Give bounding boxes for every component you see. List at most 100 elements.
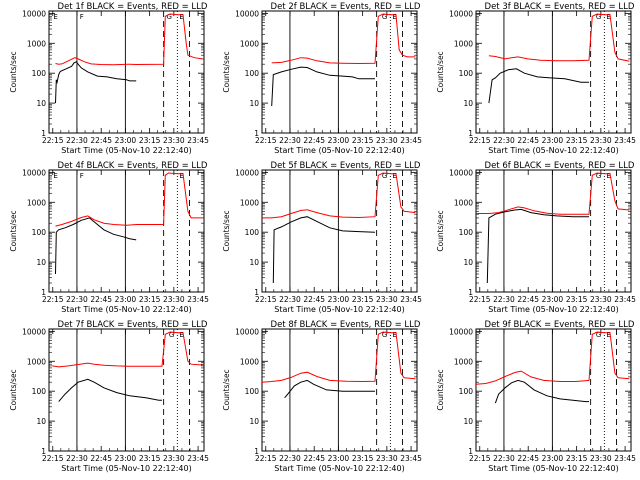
detector-panel-8: 1 10 100 1000 10000 22:15 22:30 22:45 23:00 23:15… xyxy=(222,320,422,473)
series-events-line xyxy=(494,379,589,404)
x-tick-label: 22:30 xyxy=(66,295,88,304)
series-events-line xyxy=(486,208,589,284)
y-tick-label: 100 xyxy=(32,228,47,237)
x-tick-label: 22:30 xyxy=(493,295,515,304)
x-tick-label: 23:45 xyxy=(614,136,636,145)
series-lld-line xyxy=(52,331,203,368)
y-tick-label: 10000 xyxy=(235,9,259,18)
x-tick-label: 23:15 xyxy=(139,295,161,304)
y-tick-label: 100 xyxy=(459,69,474,78)
y-tick-label: 100 xyxy=(32,387,47,396)
x-tick-label: 23:00 xyxy=(328,136,350,145)
marker-letter: E xyxy=(392,331,396,339)
y-tick-label: 1000 xyxy=(454,357,473,366)
x-tick-label: 22:45 xyxy=(517,295,539,304)
x-axis-label: Start Time (05-Nov-10 22:12:40) xyxy=(488,305,618,314)
x-tick-label: 22:30 xyxy=(279,136,301,145)
series-events-line xyxy=(58,378,162,402)
marker-letter: E xyxy=(179,331,183,339)
x-tick-label: 23:45 xyxy=(400,295,422,304)
x-tick-label: 23:30 xyxy=(376,295,398,304)
y-tick-label: 10 xyxy=(249,258,259,267)
detector-panel-5: 1 10 100 1000 10000 22:15 22:30 22:45 23:00 23:15… xyxy=(222,161,422,314)
detector-panel-6: 1 10 100 1000 10000 22:15 22:30 22:45 23:00 23:15… xyxy=(436,161,636,314)
y-axis-label: Counts/sec xyxy=(9,51,18,92)
x-tick-label: 23:45 xyxy=(614,454,636,463)
series-events-line xyxy=(55,61,137,104)
marker-letter: E xyxy=(53,172,57,180)
detector-panel-1: 1 10 100 1000 10000 22:15 22:30 22:45 23:00 23:15… xyxy=(9,2,209,155)
series-lld-line xyxy=(475,331,630,385)
y-tick-label: 10000 xyxy=(22,9,46,18)
plot-frame xyxy=(261,169,418,293)
panel-title: Det 7f BLACK = Events, RED = LLD xyxy=(58,320,208,330)
y-axis-label: Counts/sec xyxy=(436,51,445,92)
x-tick-label: 22:30 xyxy=(493,136,515,145)
panel-title: Det 9f BLACK = Events, RED = LLD xyxy=(485,320,635,330)
series-lld-line xyxy=(55,172,203,227)
x-tick-label: 22:45 xyxy=(517,454,539,463)
marker-letter: E xyxy=(606,331,610,339)
x-tick-label: 22:45 xyxy=(303,454,325,463)
x-tick-label: 23:45 xyxy=(187,454,209,463)
y-tick-label: 10000 xyxy=(449,327,473,336)
y-tick-label: 10000 xyxy=(235,327,259,336)
x-tick-label: 23:45 xyxy=(187,136,209,145)
y-tick-label: 1 xyxy=(41,288,46,297)
series-events-line xyxy=(488,68,589,104)
x-axis-label: Start Time (05-Nov-10 22:12:40) xyxy=(274,146,404,155)
panel-title: Det 1f BLACK = Events, RED = LLD xyxy=(58,2,208,12)
y-axis-label: Counts/sec xyxy=(222,210,231,251)
y-tick-label: 10 xyxy=(463,417,473,426)
x-tick-label: 22:45 xyxy=(517,136,539,145)
x-tick-label: 23:00 xyxy=(328,454,350,463)
x-tick-label: 23:15 xyxy=(566,136,588,145)
y-tick-label: 1 xyxy=(468,288,473,297)
y-tick-label: 100 xyxy=(459,228,474,237)
y-tick-label: 100 xyxy=(32,69,47,78)
y-tick-label: 10 xyxy=(463,258,473,267)
y-tick-label: 10 xyxy=(36,258,46,267)
series-events-line xyxy=(284,379,375,399)
y-axis-label: Counts/sec xyxy=(222,51,231,92)
y-axis-label: Counts/sec xyxy=(436,369,445,410)
x-tick-label: 22:45 xyxy=(303,295,325,304)
x-axis-label: Start Time (05-Nov-10 22:12:40) xyxy=(274,305,404,314)
x-tick-label: 23:30 xyxy=(163,295,185,304)
series-events-line xyxy=(272,216,376,284)
x-tick-label: 23:00 xyxy=(328,295,350,304)
y-tick-label: 10 xyxy=(249,99,259,108)
plot-frame xyxy=(48,10,205,134)
x-tick-label: 22:30 xyxy=(279,295,301,304)
y-tick-label: 10 xyxy=(249,417,259,426)
y-tick-label: 1 xyxy=(254,288,259,297)
detector-panel-3: 1 10 100 1000 10000 22:15 22:30 22:45 23:00 23:15… xyxy=(436,2,636,155)
x-tick-label: 22:45 xyxy=(90,136,112,145)
x-tick-label: 22:30 xyxy=(66,454,88,463)
series-lld-line xyxy=(488,13,630,62)
y-tick-label: 10 xyxy=(36,417,46,426)
y-tick-label: 100 xyxy=(459,387,474,396)
x-tick-label: 23:15 xyxy=(352,454,374,463)
x-tick-label: 22:15 xyxy=(255,454,277,463)
series-lld-line xyxy=(262,172,416,219)
marker-letter: G xyxy=(382,331,387,339)
x-tick-label: 22:45 xyxy=(90,454,112,463)
x-tick-label: 23:00 xyxy=(542,295,564,304)
panel-title: Det 3f BLACK = Events, RED = LLD xyxy=(485,2,635,12)
y-tick-label: 10000 xyxy=(449,168,473,177)
x-axis-label: Start Time (05-Nov-10 22:12:40) xyxy=(274,464,404,473)
marker-letter: G xyxy=(596,331,601,339)
x-tick-label: 23:00 xyxy=(542,136,564,145)
x-tick-label: 23:00 xyxy=(115,454,137,463)
marker-letter: E xyxy=(606,13,610,21)
x-tick-label: 22:30 xyxy=(66,136,88,145)
y-tick-label: 1000 xyxy=(454,198,473,207)
series-events-line xyxy=(55,217,137,275)
panel-title: Det 2f BLACK = Events, RED = LLD xyxy=(271,2,421,12)
x-tick-label: 22:15 xyxy=(469,454,491,463)
x-tick-label: 23:45 xyxy=(400,136,422,145)
y-tick-label: 1 xyxy=(41,129,46,138)
y-tick-label: 1000 xyxy=(240,357,259,366)
